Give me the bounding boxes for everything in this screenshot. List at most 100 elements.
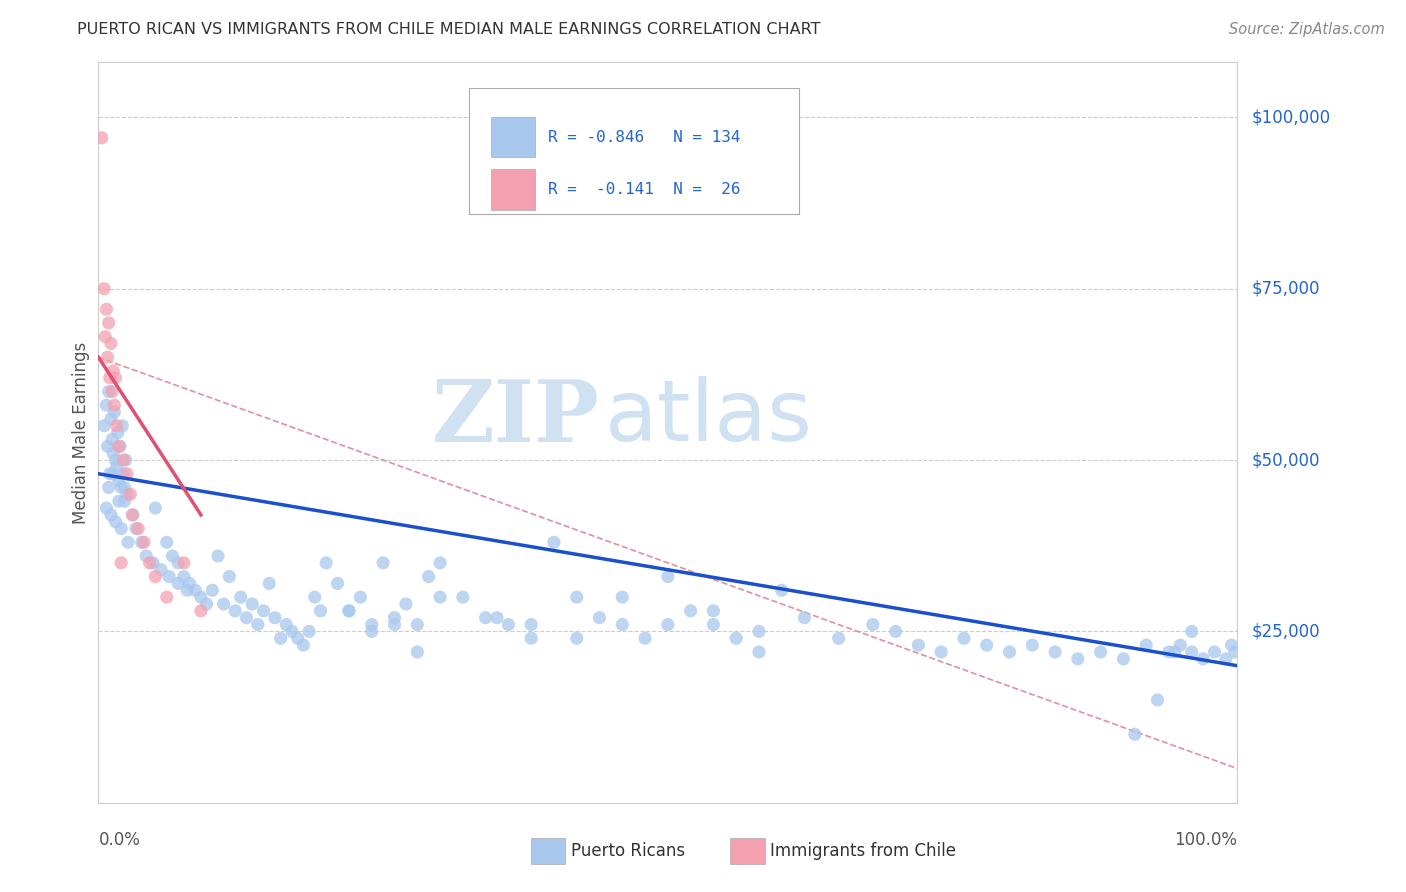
Point [173, 569, 195, 583]
Point [702, 604, 724, 618]
Point [90, 131, 112, 145]
Point [702, 617, 724, 632]
Point [184, 583, 207, 598]
Point [252, 604, 274, 618]
Point [725, 632, 748, 646]
Point [104, 515, 127, 529]
Point [112, 453, 135, 467]
Point [337, 604, 360, 618]
Point [162, 549, 184, 563]
Point [103, 446, 125, 460]
Point [207, 549, 229, 563]
Point [748, 645, 770, 659]
Point [156, 535, 179, 549]
Point [114, 494, 136, 508]
Point [264, 610, 287, 624]
Point [114, 453, 136, 467]
Point [418, 569, 440, 583]
Point [1181, 645, 1204, 659]
Point [132, 535, 155, 549]
Point [1215, 652, 1237, 666]
Point [349, 590, 371, 604]
Point [142, 556, 165, 570]
Point [1067, 652, 1090, 666]
Point [96, 398, 118, 412]
Point [246, 617, 269, 632]
Point [101, 384, 124, 399]
Text: atlas: atlas [605, 376, 813, 459]
Point [167, 576, 190, 591]
Point [110, 556, 132, 570]
Point [565, 590, 588, 604]
Point [108, 494, 131, 508]
Text: R = -0.846   N = 134: R = -0.846 N = 134 [548, 129, 741, 145]
Point [100, 508, 122, 522]
Point [748, 624, 770, 639]
Point [173, 556, 195, 570]
Text: $100,000: $100,000 [1251, 108, 1330, 127]
Text: Puerto Ricans: Puerto Ricans [571, 842, 685, 860]
Point [94, 329, 117, 343]
Point [97, 384, 120, 399]
Point [103, 364, 125, 378]
Point [360, 617, 382, 632]
Point [259, 576, 281, 591]
Text: $75,000: $75,000 [1251, 280, 1320, 298]
Point [108, 439, 131, 453]
Point [862, 617, 884, 632]
Point [270, 632, 292, 646]
Point [103, 405, 125, 419]
Point [98, 467, 121, 481]
Point [104, 453, 127, 467]
Point [1021, 638, 1043, 652]
Point [486, 610, 509, 624]
Point [190, 590, 212, 604]
Text: ZIP: ZIP [432, 376, 599, 459]
Point [229, 590, 252, 604]
Point [96, 350, 118, 364]
Point [117, 535, 139, 549]
Point [100, 336, 122, 351]
Point [107, 425, 129, 440]
Point [97, 480, 120, 494]
Point [1090, 645, 1112, 659]
Point [105, 418, 128, 433]
Point [167, 556, 190, 570]
Point [315, 556, 337, 570]
Point [612, 590, 634, 604]
Point [360, 624, 382, 639]
Text: $25,000: $25,000 [1251, 623, 1320, 640]
Point [395, 597, 418, 611]
Point [125, 522, 148, 536]
Point [1112, 652, 1135, 666]
Point [1135, 638, 1157, 652]
Point [93, 418, 115, 433]
Point [103, 467, 125, 481]
Point [326, 576, 349, 591]
Point [96, 439, 118, 453]
Text: Immigrants from Chile: Immigrants from Chile [770, 842, 956, 860]
Point [179, 576, 201, 591]
Point [828, 632, 851, 646]
Point [337, 604, 360, 618]
Point [98, 371, 121, 385]
Point [384, 617, 406, 632]
Point [406, 645, 429, 659]
Point [96, 501, 118, 516]
Point [104, 371, 127, 385]
Point [105, 459, 128, 474]
Point [384, 610, 406, 624]
Point [429, 556, 451, 570]
Point [679, 604, 702, 618]
FancyBboxPatch shape [468, 88, 799, 214]
Point [1157, 645, 1180, 659]
Text: 100.0%: 100.0% [1174, 830, 1237, 848]
Point [287, 632, 309, 646]
Point [108, 474, 131, 488]
Point [145, 569, 167, 583]
Point [150, 563, 173, 577]
Point [190, 604, 212, 618]
Point [131, 535, 153, 549]
Point [770, 583, 793, 598]
Point [298, 624, 321, 639]
